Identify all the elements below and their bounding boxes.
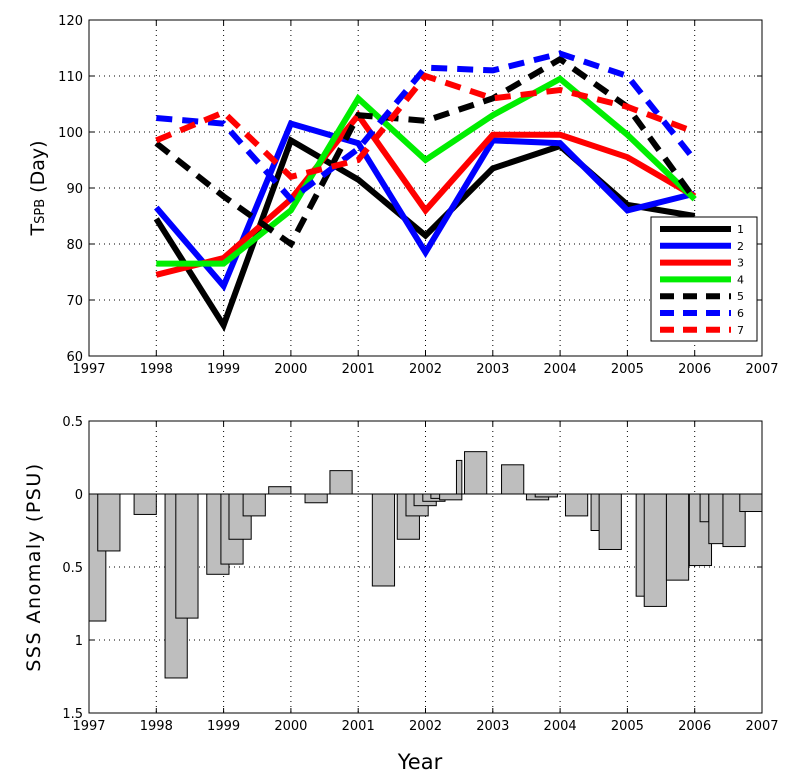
legend-label-3: 3 <box>737 257 744 270</box>
top-x-tick-label: 2002 <box>409 362 442 377</box>
top-y-tick-label: 120 <box>58 14 83 29</box>
sss-anomaly-bar <box>699 493 710 523</box>
bottom-x-tick-label: 2006 <box>678 719 711 734</box>
bottom-x-tick-label: 2004 <box>544 719 577 734</box>
sss-anomaly-bar <box>501 464 525 495</box>
series-line-3 <box>155 110 697 278</box>
bottom-y-tick-label: 0 <box>75 488 83 503</box>
top-x-tick-label: 2003 <box>476 362 509 377</box>
series-line-5 <box>154 55 698 249</box>
bottom-y-tick-label: 0.5 <box>62 415 83 430</box>
sss-anomaly-bar <box>665 493 690 581</box>
top-x-tick-label: 2004 <box>544 362 577 377</box>
top-y-tick-label: 90 <box>66 182 83 197</box>
sss-anomaly-bar <box>635 493 646 597</box>
top-x-tick-label: 2000 <box>274 362 307 377</box>
sss-anomaly-bar <box>643 493 667 607</box>
sss-anomaly-bar <box>590 493 601 531</box>
sss-anomaly-bar <box>564 493 589 517</box>
bottom-x-tick-label: 1998 <box>140 719 173 734</box>
top-x-tick-label: 2005 <box>611 362 644 377</box>
sss-anomaly-bar <box>439 493 463 501</box>
bottom-y-axis-label: SSS Anomaly (PSU) <box>23 462 45 671</box>
sss-anomaly-bar <box>97 493 121 552</box>
sss-anomaly-bar <box>268 486 292 495</box>
sss-anomaly-bar <box>739 493 763 513</box>
bottom-x-tick-label: 1999 <box>207 719 240 734</box>
sss-anomaly-bar <box>598 493 622 550</box>
bottom-x-tick-label: 2007 <box>745 719 778 734</box>
top-y-tick-label: 60 <box>66 350 83 365</box>
legend-label-2: 2 <box>737 240 744 253</box>
series-line-2 <box>154 119 696 292</box>
series-line-4 <box>156 75 697 267</box>
sss-anomaly-bar <box>175 493 199 619</box>
legend-label-7: 7 <box>737 324 744 337</box>
sss-anomaly-bar <box>371 493 396 587</box>
legend-label-6: 6 <box>737 307 744 320</box>
bottom-x-tick-label: 2000 <box>274 719 307 734</box>
bottom-x-tick-label: 2005 <box>611 719 644 734</box>
bottom-plot-frame <box>88 420 763 714</box>
bottom-y-tick-label: 1.5 <box>62 707 83 722</box>
top-x-tick-label: 2007 <box>745 362 778 377</box>
bottom-y-tick-label: 1 <box>75 634 83 649</box>
top-x-tick-label: 2006 <box>678 362 711 377</box>
top-x-tick-label: 1997 <box>72 362 105 377</box>
legend-label-1: 1 <box>737 223 744 236</box>
top-y-tick-label: 70 <box>66 294 83 309</box>
top-x-tick-label: 1999 <box>207 362 240 377</box>
bottom-x-tick-label: 2002 <box>409 719 442 734</box>
top-y-tick-label: 80 <box>66 238 83 253</box>
series-line-7 <box>155 72 696 181</box>
bottom-x-tick-label: 2003 <box>476 719 509 734</box>
sss-anomaly-bar <box>329 470 353 495</box>
top-x-tick-label: 2001 <box>342 362 375 377</box>
sss-anomaly-bar <box>133 493 157 515</box>
top-y-tick-label: 100 <box>58 126 83 141</box>
top-plot-frame <box>88 19 763 357</box>
bottom-x-tick-label: 1997 <box>72 719 105 734</box>
sss-anomaly-bar <box>304 493 328 504</box>
legend-label-4: 4 <box>737 273 744 286</box>
bottom-y-tick-label: 0.5 <box>62 561 83 576</box>
bottom-x-tick-label: 2001 <box>342 719 375 734</box>
top-x-tick-label: 1998 <box>140 362 173 377</box>
sss-anomaly-bar <box>708 493 724 545</box>
top-y-tick-label: 110 <box>58 70 83 85</box>
sss-anomaly-bar <box>455 459 463 495</box>
top-y-axis-label: TSPB (Day) <box>27 140 49 236</box>
legend-label-5: 5 <box>737 290 744 303</box>
bottom-x-axis-label: Year <box>397 750 443 774</box>
sss-anomaly-bar <box>242 493 266 517</box>
sss-anomaly-bar <box>464 451 488 495</box>
